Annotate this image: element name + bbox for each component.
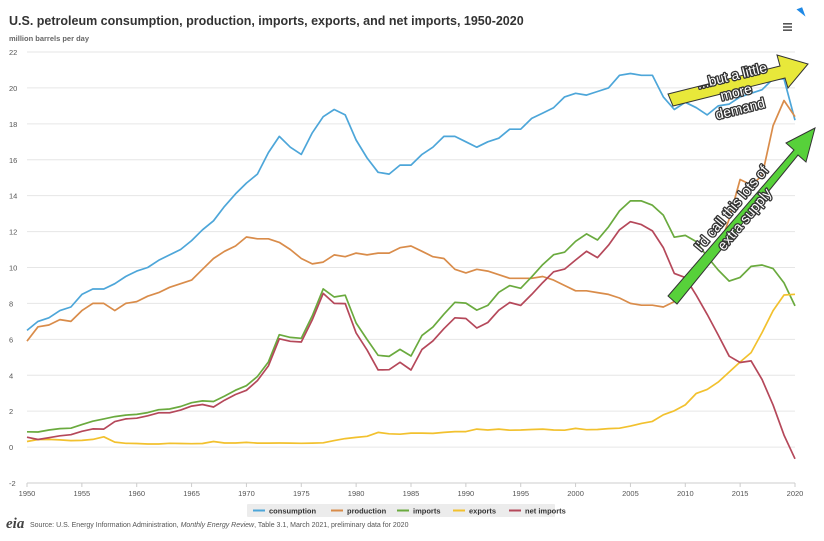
axis-ticks: -2 0 2 4 6 8 10 12 14 16 18 20 22 1950 1955 1960 1965 197… <box>9 48 803 498</box>
source-text: Source: U.S. Energy Information Administ… <box>30 522 408 529</box>
series-line-exports <box>26 293 796 445</box>
y-tick-label: 8 <box>9 299 13 308</box>
x-tick-label: 1980 <box>348 489 365 498</box>
y-tick-label: 20 <box>9 84 17 93</box>
legend-label: consumption <box>269 507 316 516</box>
source-publication: Monthly Energy Review <box>180 522 255 529</box>
chart-subtitle: million barrels per day <box>9 34 90 43</box>
legend-label: production <box>347 507 387 516</box>
legend-item-imports: imports <box>397 507 441 516</box>
legend-item-production: production <box>331 507 387 516</box>
series-line-consumption <box>26 72 796 332</box>
x-tick-label: 1965 <box>183 489 200 498</box>
series-lines <box>26 72 796 460</box>
x-tick-label: 2005 <box>622 489 639 498</box>
series-line-imports <box>26 200 796 433</box>
x-tick-label: 1985 <box>403 489 420 498</box>
y-tick-label: 10 <box>9 264 17 273</box>
supply-arrow <box>667 127 816 305</box>
legend: consumption production imports exports net i… <box>247 504 566 517</box>
y-tick-label: 0 <box>9 443 13 452</box>
series-line-net-imports <box>26 220 796 460</box>
source-suffix: , Table 3.1, March 2021, preliminary dat… <box>254 522 409 529</box>
x-tick-label: 1970 <box>238 489 255 498</box>
y-tick-label: 16 <box>9 156 17 165</box>
y-tick-label: 4 <box>9 371 13 380</box>
legend-item-net-imports: net imports <box>509 507 566 516</box>
y-tick-label: 14 <box>9 192 17 201</box>
legend-label: exports <box>469 507 496 516</box>
series-line-production <box>26 99 796 342</box>
x-tick-label: 1990 <box>458 489 475 498</box>
x-tick-label: 2020 <box>787 489 804 498</box>
y-tick-label: 12 <box>9 228 17 237</box>
hamburger-menu-icon[interactable] <box>776 16 798 38</box>
x-tick-label: 1955 <box>74 489 91 498</box>
legend-label: imports <box>413 507 441 516</box>
x-tick-label: 1975 <box>293 489 310 498</box>
y-tick-label: 6 <box>9 335 13 344</box>
legend-item-consumption: consumption <box>253 507 316 516</box>
chart-title: U.S. petroleum consumption, production, … <box>9 14 524 28</box>
source-prefix: Source: U.S. Energy Information Administ… <box>30 522 181 529</box>
x-tick-label: 1995 <box>512 489 529 498</box>
x-tick-label: 1950 <box>19 489 36 498</box>
y-tick-label: 18 <box>9 120 17 129</box>
y-tick-label: 2 <box>9 407 13 416</box>
y-tick-label: -2 <box>9 479 16 488</box>
legend-label: net imports <box>525 507 566 516</box>
legend-item-exports: exports <box>453 507 496 516</box>
demand-arrow <box>667 54 809 107</box>
source-footer: eia Source: U.S. Energy Information Admi… <box>6 516 796 536</box>
x-tick-label: 2000 <box>567 489 584 498</box>
x-tick-label: 2015 <box>732 489 749 498</box>
grid-lines <box>27 51 795 484</box>
x-tick-label: 1960 <box>128 489 145 498</box>
x-tick-label: 2010 <box>677 489 694 498</box>
y-tick-label: 22 <box>9 48 17 57</box>
eia-logo: eia <box>6 516 25 532</box>
